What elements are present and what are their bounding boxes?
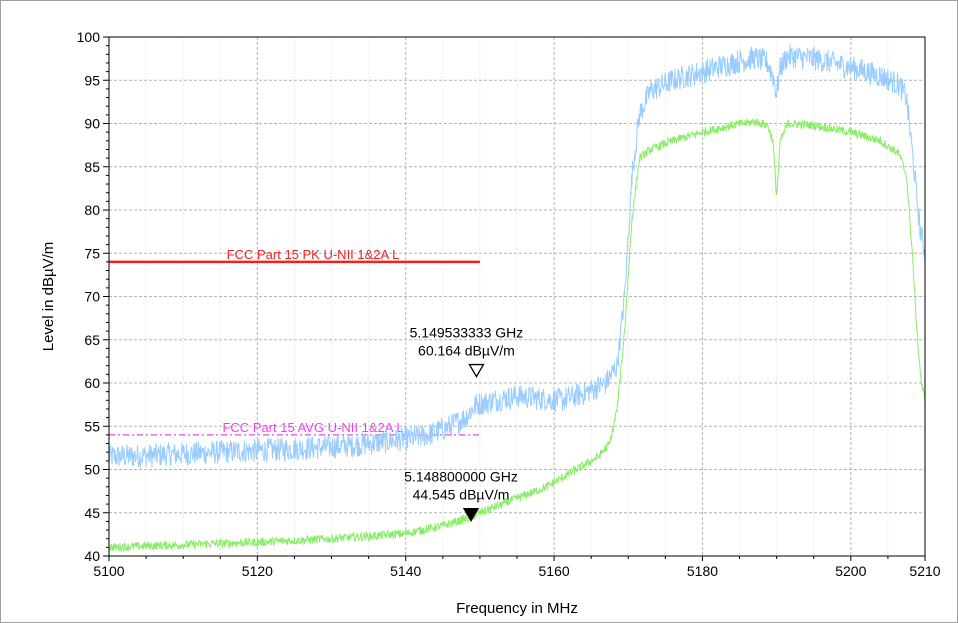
x-tick-label: 5100 — [93, 563, 124, 579]
markers: 5.149533333 GHz 60.164 dBµV/m 5.148800000 … — [404, 325, 524, 522]
y-tick-label: 100 — [77, 29, 101, 45]
y-axis-title: Level in dBµV/m — [40, 242, 57, 352]
series-traces — [108, 44, 926, 553]
x-tick-label: 5140 — [390, 563, 421, 579]
marker-hollow-triangle — [468, 363, 485, 378]
x-tick-label: 5160 — [539, 563, 570, 579]
y-tick-label: 50 — [84, 462, 100, 478]
y-tick-label: 70 — [84, 289, 100, 305]
y-tick-label: 40 — [84, 548, 100, 564]
x-tick-label: 5200 — [835, 563, 866, 579]
limit-label-pk: FCC Part 15 PK U-NII 1&2A L — [227, 247, 400, 262]
y-tick-label: 90 — [84, 116, 100, 132]
marker-filled-triangle — [462, 508, 480, 522]
x-axis-title: Frequency in MHz — [456, 600, 578, 617]
marker-freq-label: 5.149533333 GHz — [410, 325, 524, 341]
x-tick-label: 5210 — [909, 563, 940, 579]
y-tick-label: 60 — [84, 375, 100, 391]
y-tick-label: 95 — [84, 72, 100, 88]
y-tick-label: 45 — [84, 505, 100, 521]
trace-average — [108, 117, 926, 553]
limit-label-avg: FCC Part 15 AVG U-NII 1&2A L — [222, 420, 403, 435]
x-tick-label: 5120 — [242, 563, 273, 579]
plot-area-border — [108, 36, 926, 557]
limit-lines: FCC Part 15 PK U-NII 1&2A L FCC Part 15 A… — [109, 247, 480, 436]
y-tick-label: 80 — [84, 202, 100, 218]
marker-level-label: 44.545 dBµV/m — [413, 487, 510, 503]
marker-level-label: 60.164 dBµV/m — [418, 343, 515, 359]
y-tick-label: 75 — [84, 245, 100, 261]
y-tick-label: 85 — [84, 159, 100, 175]
x-tick-label: 5180 — [687, 563, 718, 579]
y-tick-label: 65 — [84, 332, 100, 348]
y-tick-label: 55 — [84, 418, 100, 434]
marker-freq-label: 5.148800000 GHz — [404, 469, 518, 485]
axis-ticks: 5100 5120 5140 5160 5180 5200 5210 40 45 50 55 60 65… — [77, 29, 941, 579]
trace-peak — [108, 44, 926, 468]
